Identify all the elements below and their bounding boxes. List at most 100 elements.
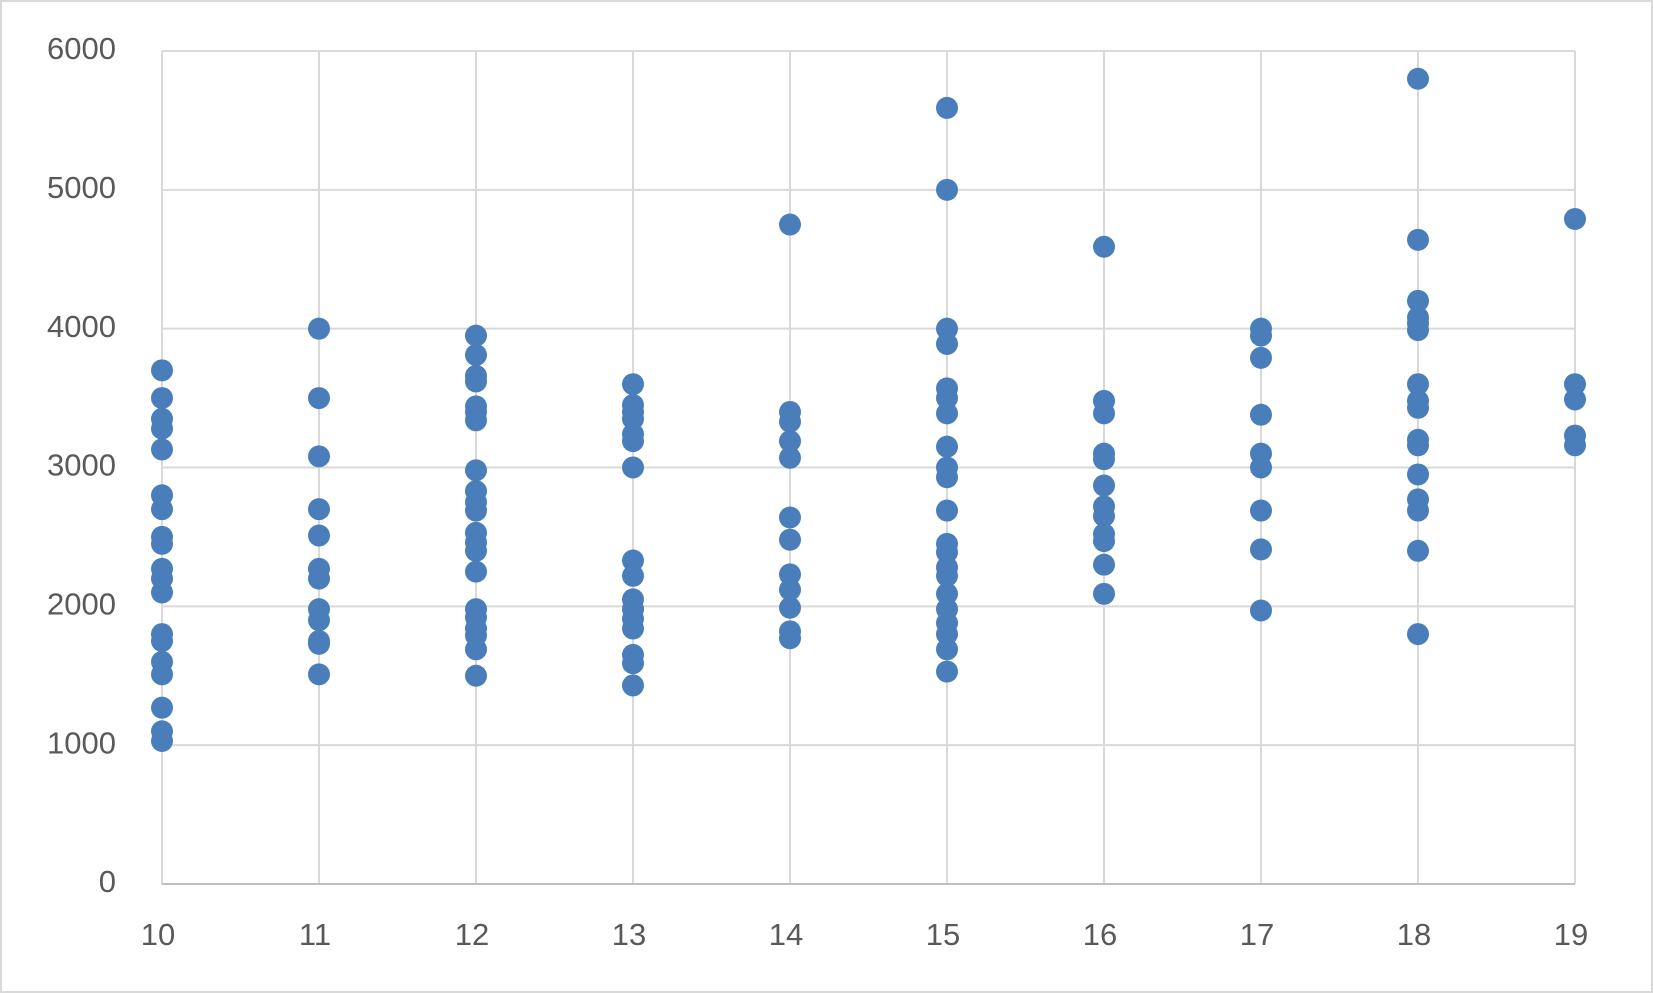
y-tick-label: 4000 (47, 309, 116, 344)
x-tick-label: 12 (455, 917, 489, 952)
point (151, 498, 173, 521)
point (465, 459, 487, 482)
point (1093, 530, 1115, 553)
point (151, 417, 173, 440)
point (1093, 448, 1115, 471)
point (779, 563, 801, 586)
point (465, 638, 487, 661)
point (779, 213, 801, 236)
point (936, 402, 958, 425)
point (622, 456, 644, 479)
point (936, 387, 958, 410)
x-tick-label: 17 (1240, 917, 1274, 952)
point (1564, 434, 1586, 457)
point (622, 373, 644, 396)
y-tick-label: 3000 (47, 448, 116, 483)
point (308, 445, 330, 468)
point (1250, 499, 1272, 522)
point (151, 730, 173, 753)
point (465, 324, 487, 347)
point (936, 582, 958, 605)
x-tick-label: 14 (769, 917, 803, 952)
point (1564, 207, 1586, 230)
point (151, 359, 173, 382)
point (936, 638, 958, 661)
point (308, 663, 330, 686)
point (1250, 538, 1272, 561)
point (936, 96, 958, 119)
point (1250, 599, 1272, 622)
point (779, 578, 801, 601)
y-tick-label: 2000 (47, 587, 116, 622)
point (465, 370, 487, 393)
point (1564, 373, 1586, 396)
x-tick-label: 11 (299, 917, 331, 952)
x-tick-label: 18 (1397, 917, 1431, 952)
point (936, 466, 958, 489)
point (1407, 499, 1429, 522)
point (936, 317, 958, 340)
point (1093, 402, 1115, 425)
point (151, 387, 173, 410)
point (622, 407, 644, 430)
x-tick-label: 13 (612, 917, 646, 952)
point (1407, 289, 1429, 312)
point (779, 596, 801, 619)
point (1407, 539, 1429, 562)
point (936, 435, 958, 458)
point (308, 387, 330, 410)
y-tick-label: 1000 (47, 725, 116, 760)
point (1407, 434, 1429, 457)
point (779, 446, 801, 469)
y-tick-label: 6000 (47, 31, 116, 66)
point (1093, 235, 1115, 258)
point (622, 430, 644, 453)
point (308, 317, 330, 340)
x-tick-label: 19 (1554, 917, 1588, 952)
point (936, 178, 958, 201)
y-tick-label: 0 (99, 864, 116, 899)
point (1250, 403, 1272, 426)
point (936, 332, 958, 355)
point (308, 609, 330, 632)
x-tick-label: 15 (926, 917, 960, 952)
point (151, 581, 173, 604)
point (936, 499, 958, 522)
point (465, 344, 487, 367)
point (308, 498, 330, 521)
point (1407, 463, 1429, 486)
point (622, 549, 644, 572)
point (151, 630, 173, 653)
point (1093, 505, 1115, 528)
point (1407, 373, 1429, 396)
point (151, 696, 173, 719)
point (936, 660, 958, 683)
x-tick-label: 10 (141, 917, 175, 952)
point (779, 410, 801, 433)
point (1407, 623, 1429, 646)
point (1250, 456, 1272, 479)
point (1093, 553, 1115, 576)
point (936, 541, 958, 564)
point (151, 438, 173, 461)
point (151, 663, 173, 686)
point (308, 632, 330, 655)
point (1250, 346, 1272, 369)
y-tick-label: 5000 (47, 170, 116, 205)
point (1093, 582, 1115, 605)
point (465, 409, 487, 432)
point (308, 567, 330, 590)
point (936, 623, 958, 646)
point (622, 674, 644, 697)
point (936, 564, 958, 587)
point (779, 506, 801, 529)
point (622, 564, 644, 587)
point (779, 430, 801, 453)
point (308, 524, 330, 547)
x-tick-label: 16 (1083, 917, 1117, 952)
point (1250, 324, 1272, 347)
point (1564, 388, 1586, 411)
point (1407, 228, 1429, 251)
